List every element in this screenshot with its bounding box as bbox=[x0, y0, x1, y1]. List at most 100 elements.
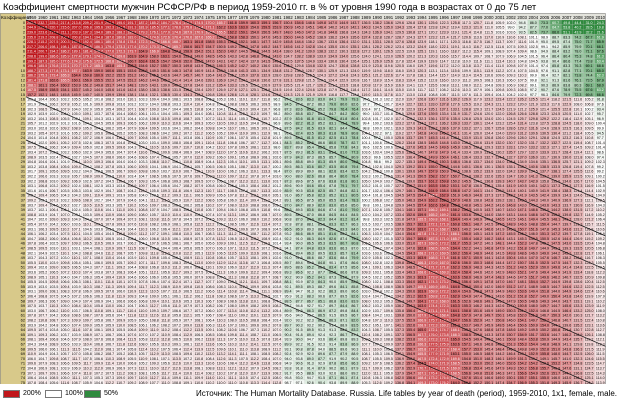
cell-value: 140.3 bbox=[362, 26, 371, 30]
cell-value: 144.3 bbox=[529, 199, 538, 203]
cell-value: 109.4 bbox=[250, 107, 259, 111]
cell-value: 174.6 bbox=[150, 35, 159, 39]
year-label: 1961 bbox=[49, 15, 59, 20]
cell-value: 108.5 bbox=[172, 208, 181, 212]
cell-value: 138.1 bbox=[127, 93, 136, 97]
cell-value: 177.3 bbox=[38, 69, 47, 73]
cell-value: 104.5 bbox=[94, 122, 103, 126]
cell-value: 164.4 bbox=[451, 218, 460, 222]
cell-value: 110.2 bbox=[261, 218, 270, 222]
cell-value: 107.5 bbox=[228, 151, 237, 155]
cell-value: 83.7 bbox=[285, 146, 292, 150]
cell-value: 173.7 bbox=[127, 50, 136, 54]
cell-value: 104.4 bbox=[205, 160, 214, 164]
cell-value: 127.1 bbox=[473, 127, 482, 131]
cell-value: 107.8 bbox=[228, 194, 237, 198]
cell-value: 102.2 bbox=[384, 98, 393, 102]
cell-value: 111.2 bbox=[195, 131, 203, 135]
cell-value: 124.0 bbox=[350, 69, 359, 73]
cell-value: 110.6 bbox=[172, 122, 181, 126]
cell-value: 143.5 bbox=[484, 232, 493, 236]
cell-value: 121.5 bbox=[562, 98, 571, 102]
cell-value: 223.6 bbox=[38, 31, 47, 35]
cell-value: 162.9 bbox=[440, 194, 449, 198]
cell-value: 108.0 bbox=[172, 141, 181, 145]
cell-value: 105.7 bbox=[217, 136, 226, 140]
cell-value: 95.7 bbox=[597, 112, 604, 116]
cell-value: 180.4 bbox=[105, 40, 114, 44]
cell-value: 107.3 bbox=[116, 117, 125, 121]
cell-value: 88.4 bbox=[552, 50, 559, 54]
cell-value: 111.0 bbox=[574, 112, 582, 116]
cell-value: 164.8 bbox=[161, 50, 170, 54]
cell-value: 108.1 bbox=[205, 112, 214, 116]
cell-value: 140.8 bbox=[428, 131, 437, 135]
cell-value: 127.4 bbox=[562, 146, 571, 150]
cell-value: 102.0 bbox=[38, 218, 47, 222]
cell-value: 160.8 bbox=[451, 223, 460, 227]
cell-value: 131.1 bbox=[284, 79, 293, 83]
cell-value: 107.4 bbox=[105, 218, 114, 222]
cell-value: 103.3 bbox=[105, 184, 114, 188]
cell-value: 123.5 bbox=[339, 83, 348, 87]
cell-value: 150.9 bbox=[440, 170, 449, 174]
year-label: 1990 bbox=[372, 15, 382, 20]
cell-value: 106.5 bbox=[194, 194, 203, 198]
cell-value: 122.9 bbox=[562, 103, 571, 107]
cell-value: 112.1 bbox=[473, 83, 482, 87]
cell-value: 138.0 bbox=[139, 88, 148, 92]
cell-value: 109.3 bbox=[518, 45, 527, 49]
cell-value: 102.7 bbox=[72, 203, 81, 207]
cell-value: 104.5 bbox=[83, 232, 92, 236]
cell-value: 90.7 bbox=[541, 88, 548, 92]
cell-value: 104.5 bbox=[529, 69, 538, 73]
cell-value: 184.7 bbox=[161, 21, 170, 25]
cell-value: 135.1 bbox=[540, 160, 549, 164]
cell-value: 104.6 bbox=[49, 203, 58, 207]
cell-value: 106.7 bbox=[183, 242, 192, 246]
cell-value: 106.0 bbox=[239, 218, 248, 222]
cell-value: 102.9 bbox=[94, 189, 103, 193]
cell-value: 126.4 bbox=[350, 59, 359, 63]
cell-value: 143.0 bbox=[540, 208, 549, 212]
cell-value: 137.6 bbox=[440, 117, 449, 121]
cell-value: 130.6 bbox=[529, 131, 538, 135]
cell-value: 109.4 bbox=[228, 131, 237, 135]
cell-value: 113.4 bbox=[496, 59, 505, 63]
cell-value: 89.8 bbox=[296, 146, 303, 150]
cell-value: 115.4 bbox=[384, 79, 393, 83]
cell-value: 127.3 bbox=[573, 199, 582, 203]
cell-value: 137.1 bbox=[428, 122, 437, 126]
cell-value: 108.0 bbox=[127, 112, 136, 116]
year-label: 2006 bbox=[551, 15, 561, 20]
cell-value: 97.7 bbox=[530, 93, 537, 97]
cell-value: 160.2 bbox=[61, 83, 70, 87]
cell-value: 160.6 bbox=[105, 69, 114, 73]
cell-value: 100.2 bbox=[272, 165, 281, 169]
cell-value: 154.1 bbox=[61, 88, 70, 92]
cell-value: 107.4 bbox=[261, 175, 270, 179]
cell-value: 111.1 bbox=[183, 194, 191, 198]
cell-value: 109.5 bbox=[139, 165, 148, 169]
cell-value: 148.6 bbox=[306, 21, 315, 25]
cell-value: 106.5 bbox=[205, 165, 214, 169]
cell-value: 125.9 bbox=[328, 69, 337, 73]
cell-value: 139.0 bbox=[406, 179, 415, 183]
cell-value: 109.9 bbox=[462, 69, 471, 73]
cell-value: 88.9 bbox=[307, 203, 314, 207]
cell-value: 110.9 bbox=[183, 213, 192, 217]
cell-value: 108.9 bbox=[83, 199, 92, 203]
cell-value: 131.7 bbox=[540, 155, 549, 159]
cell-value: 178.8 bbox=[116, 40, 125, 44]
cell-value: 110.6 bbox=[596, 227, 605, 231]
cell-value: 106.5 bbox=[183, 107, 192, 111]
cell-value: 107.6 bbox=[217, 213, 226, 217]
cell-value: 86.3 bbox=[351, 223, 358, 227]
cell-value: 170.3 bbox=[150, 45, 159, 49]
cell-value: 87.0 bbox=[285, 203, 292, 207]
cell-value: 106.3 bbox=[38, 227, 47, 231]
cell-value: 125.6 bbox=[384, 59, 393, 63]
cell-value: 108.9 bbox=[183, 237, 192, 241]
cell-value: 113.1 bbox=[250, 194, 259, 198]
cell-value: 130.9 bbox=[295, 69, 304, 73]
